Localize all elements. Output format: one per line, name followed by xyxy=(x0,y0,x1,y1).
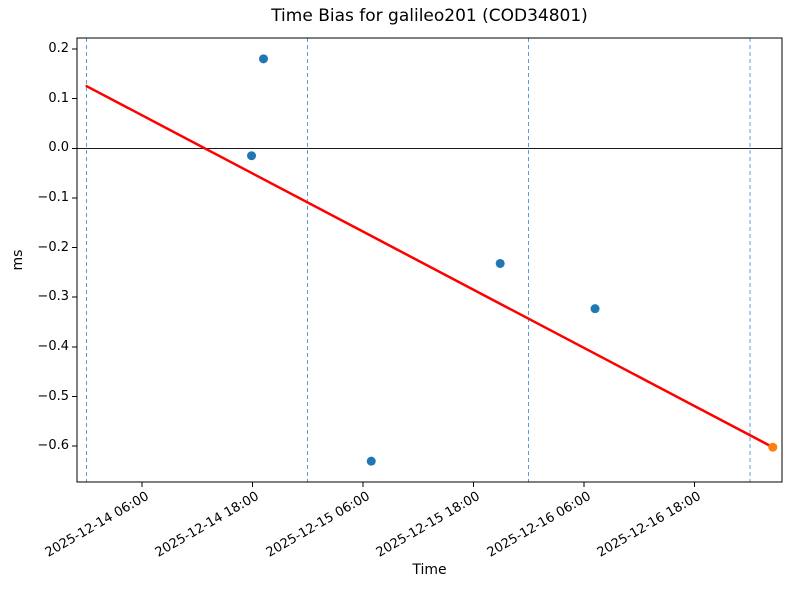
blue_markers-point xyxy=(247,151,257,161)
plot-border xyxy=(76,37,783,483)
y-tick-label: 0.2 xyxy=(48,40,69,56)
y-tick-label: −0.5 xyxy=(37,388,69,404)
blue_markers-point xyxy=(590,304,600,314)
orange_marker-point xyxy=(768,442,778,452)
y-tick-label: −0.2 xyxy=(37,239,69,255)
blue_markers-point xyxy=(366,456,376,466)
blue_markers-point xyxy=(258,54,268,64)
y-tick-label: 0.1 xyxy=(48,90,69,106)
chart-title: Time Bias for galileo201 (COD34801) xyxy=(271,6,588,26)
trend-line xyxy=(85,84,775,449)
y-tick-label: −0.6 xyxy=(37,438,69,454)
y-tick-label: −0.3 xyxy=(37,289,69,305)
y-tick-label: −0.4 xyxy=(37,338,69,354)
y-tick-label: 0.0 xyxy=(48,140,69,156)
y-tick-label: −0.1 xyxy=(37,189,69,205)
x-axis-label: Time xyxy=(412,562,447,578)
blue_markers-point xyxy=(495,258,505,268)
